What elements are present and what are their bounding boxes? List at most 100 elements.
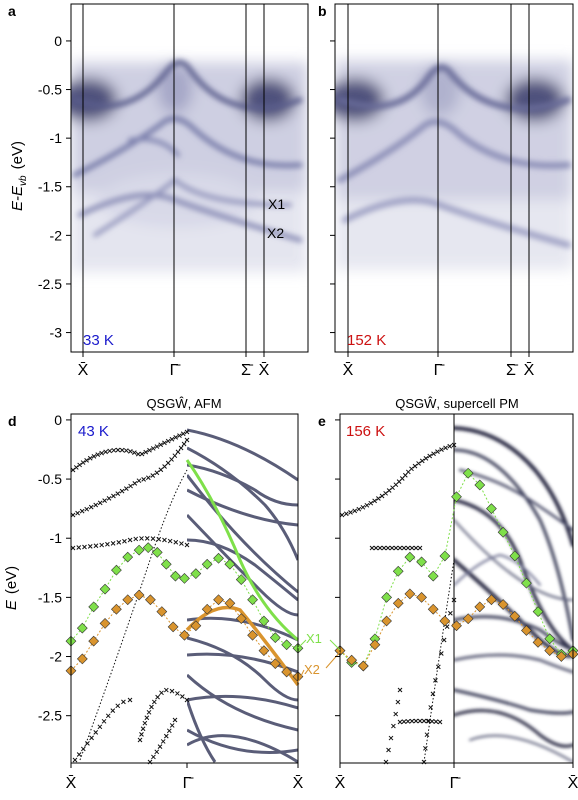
title-e: QSGŴ, supercell PM xyxy=(395,396,519,411)
calc-x2-label: X2 xyxy=(304,662,320,677)
d-low2-cross-5 xyxy=(146,709,152,715)
guide-X1-e xyxy=(339,472,574,667)
point-X2-e-7 xyxy=(416,591,427,603)
y-tick-label-a-5: -2.5 xyxy=(38,276,62,292)
x-tick-label-a-1: Γ̄ xyxy=(170,362,182,379)
d-top2-cross-18 xyxy=(150,473,156,478)
point-X1-e-18 xyxy=(544,633,556,645)
e-top-cross-9 xyxy=(376,496,381,501)
e-low2-cross-6 xyxy=(433,677,438,683)
point-X2-e-2 xyxy=(357,660,369,672)
d-low-cross-9 xyxy=(110,708,116,713)
point-X1-d-17 xyxy=(247,594,258,606)
d-top-cross-14 xyxy=(123,448,129,453)
d-low3-cross-2 xyxy=(154,749,160,755)
e-top-cross-7 xyxy=(368,500,374,506)
point-X1-e-7 xyxy=(416,556,427,568)
e-low2-cross-11 xyxy=(448,610,453,616)
temp-label-a: 33 K xyxy=(83,332,114,349)
d-mid-cross-8 xyxy=(116,540,122,545)
d-mid-cross-2 xyxy=(82,544,87,550)
point-X1-d-8 xyxy=(151,547,163,558)
d-mid-cross-12 xyxy=(139,536,144,541)
point-X1-d-6 xyxy=(133,544,145,556)
d-top2-cross-20 xyxy=(158,467,164,473)
d-top-cross-29 xyxy=(180,431,186,437)
d-mid-cross-19 xyxy=(179,541,184,546)
point-X1-e-3 xyxy=(369,633,381,645)
d-mid-cross-1 xyxy=(76,545,82,550)
e-top-cross-28 xyxy=(443,445,448,451)
d-top-cross-22 xyxy=(154,444,160,449)
d-mid-cross-20 xyxy=(184,542,190,548)
point-X2-d-7 xyxy=(145,594,156,606)
point-X2-d-14 xyxy=(224,597,236,609)
d-top2-cross-13 xyxy=(128,483,133,489)
x-tick-label-b-1: Γ̄ xyxy=(434,362,446,379)
e-top-cross-22 xyxy=(419,458,425,464)
point-X2-d-8 xyxy=(156,606,168,617)
e-top-cross-4 xyxy=(356,506,362,512)
d-mid-cross-10 xyxy=(127,537,133,543)
y-tick-label-d-3: -1.5 xyxy=(38,589,62,605)
panel-label-a: a xyxy=(8,3,16,19)
point-X1-d-3 xyxy=(99,583,111,595)
d-top-cross-12 xyxy=(115,447,121,453)
d-mid-cross-16 xyxy=(162,537,167,543)
e-low3-cross-3 xyxy=(391,723,396,729)
point-X2-d-13 xyxy=(213,594,224,606)
guide-X1-d xyxy=(70,547,299,649)
data-crosses-d xyxy=(70,429,190,765)
x-tick-label-a-3: X̄ xyxy=(259,362,270,379)
x-tick-label-b-3: X̄ xyxy=(524,362,535,379)
e-low3-cross-2 xyxy=(388,735,394,741)
d-top2-cross-3 xyxy=(84,506,90,512)
temp-label-e: 156 K xyxy=(346,423,385,440)
d-mid-cross-0 xyxy=(70,545,76,551)
y-tick-label-a-6: -3 xyxy=(50,325,63,341)
panel-e xyxy=(334,413,578,765)
point-X2-e-9 xyxy=(439,615,451,627)
d-top-cross-9 xyxy=(103,449,108,455)
d-top2-cross-26 xyxy=(178,445,184,451)
d-low3-cross-4 xyxy=(160,739,166,744)
e-low-cross-5 xyxy=(417,718,423,724)
e-mid-cross-9 xyxy=(405,545,411,551)
e-low2-cross-5 xyxy=(430,691,436,697)
calc-ylabel-unit: (eV) xyxy=(3,566,20,594)
d-top-cross-8 xyxy=(99,450,104,456)
e-low-cross-6 xyxy=(421,718,427,724)
d-low2-cross-0 xyxy=(137,737,143,743)
arpes-map-a xyxy=(71,4,308,352)
d-low2-cross-7 xyxy=(151,699,157,705)
x-tick-label-d-1: Γ̄ xyxy=(183,775,195,792)
d-low3-cross-1 xyxy=(151,754,156,760)
d-top-cross-10 xyxy=(107,448,113,454)
calc-x1-label: X1 xyxy=(306,631,322,646)
e-low3-cross-4 xyxy=(393,711,399,717)
d-top-cross-27 xyxy=(173,435,179,440)
d-top2-cross-23 xyxy=(169,457,174,462)
e-low2-cross-1 xyxy=(423,745,428,751)
e-mid-cross-4 xyxy=(385,545,391,551)
d-top2-cross-2 xyxy=(79,508,85,514)
point-X2-e-10 xyxy=(451,620,462,632)
panel-a xyxy=(70,3,309,353)
e-low-cross-2 xyxy=(405,719,411,724)
axes: X̄ Γ̄ Σ̄ X̄ 0 -0.5 -1 -1.5 -2 -2.5 -3 X̄ Γ̄ Σ̄ X̄ X̄ Γ̄ X… xyxy=(38,4,578,792)
d-low2-cross-14 xyxy=(184,697,190,703)
e-top-cross-19 xyxy=(409,466,414,472)
supercell-spectral-e xyxy=(454,414,573,763)
d-low3-cross-6 xyxy=(166,728,172,734)
d-top2-cross-10 xyxy=(115,491,121,496)
point-X2-e-5 xyxy=(392,597,404,609)
d-low-cross-8 xyxy=(105,713,111,719)
e-top-cross-23 xyxy=(423,456,429,461)
d-top2-cross-0 xyxy=(70,512,76,518)
d-top-cross-6 xyxy=(91,453,97,459)
point-X2-d-6 xyxy=(133,589,145,601)
d-low3-cross-3 xyxy=(157,744,163,749)
d-mid-cross-6 xyxy=(105,541,110,547)
point-X2-e-19 xyxy=(555,651,567,662)
